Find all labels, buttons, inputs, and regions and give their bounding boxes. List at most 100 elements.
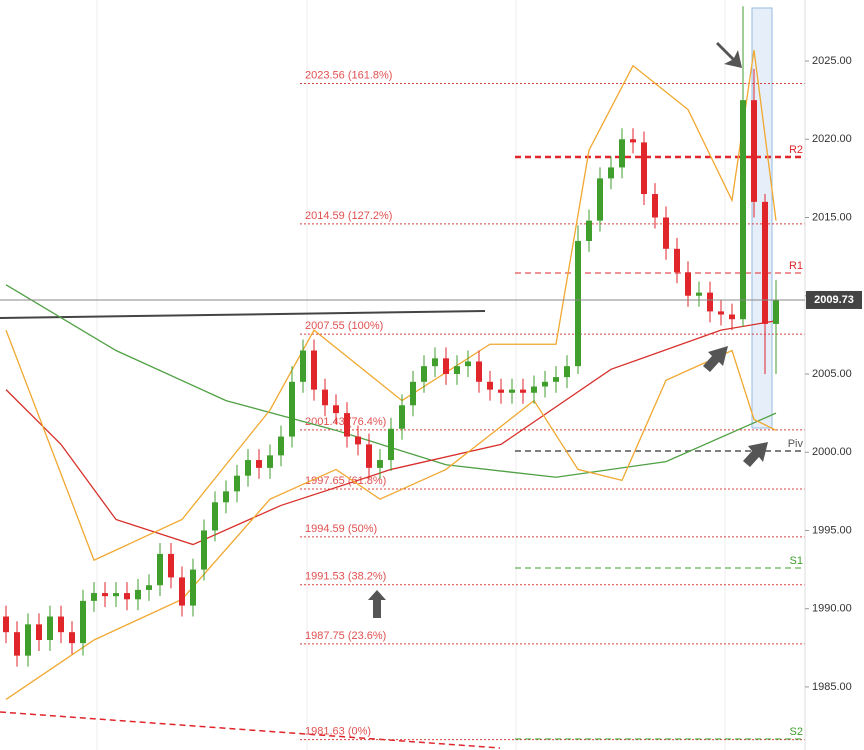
arrows [368,42,768,618]
indicator-line [5,320,777,546]
trend-line [0,711,501,749]
indicator-line [5,49,777,562]
candle-body [146,585,152,590]
candle-body [366,444,372,468]
candle-body [707,292,713,312]
candle-body [509,389,515,393]
candle-body [685,272,691,296]
y-tick-label: 2000.00 [812,446,852,458]
arrow [368,590,386,618]
candle-body [465,361,471,367]
candle-body [3,616,9,633]
candle-body [289,381,295,437]
candle-body [520,389,526,393]
candle-body [212,502,218,531]
fib-label: 1991.53 (38.2%) [305,571,386,583]
y-tick-label: 2020.00 [812,133,852,145]
y-tick-label: 2025.00 [812,55,852,67]
candle-body [14,632,20,656]
candle-body [498,389,504,393]
pivot-label: Piv [788,438,804,450]
candle-body [234,475,240,492]
candle-body [542,381,548,387]
candle-body [718,311,724,315]
candle-body [201,530,207,570]
price-tag-label: 2009.73 [814,294,854,306]
candle-body [619,139,625,168]
candle-body [729,314,735,320]
fib-label: 1981.63 (0%) [305,726,371,738]
candle-body [36,624,42,640]
y-tick-label: 1990.00 [812,603,852,615]
y-tick-label: 2015.00 [812,211,852,223]
candle-body [344,413,350,437]
fib-label: 2023.56 (161.8%) [305,69,392,81]
y-tick-label: 1995.00 [812,524,852,536]
y-tick-label: 2005.00 [812,368,852,380]
candle-body [388,428,394,461]
y-tick-label: 1985.00 [812,681,852,693]
candle-body [432,358,438,367]
candle-body [608,167,614,179]
candle-body [476,361,482,382]
candle-body [69,632,75,644]
candle-body [575,240,581,367]
candle-body [80,600,86,644]
arrow [716,42,742,68]
candle-body [674,248,680,273]
candle-body [47,616,53,640]
arrow [703,346,728,372]
price-tag [806,290,862,309]
fib-label: 1994.59 (50%) [305,523,377,535]
pivot-label: R2 [789,144,803,156]
pivot-label: R1 [789,260,803,272]
candle-body [278,436,284,456]
candle-body [630,139,636,143]
trend-line [0,310,486,319]
candle-body [454,366,460,374]
candle-body [410,381,416,406]
candle-body [652,194,658,218]
candle-body [751,100,757,202]
candle-body [421,366,427,382]
candle-body [190,569,196,606]
fib-label: 2014.59 (127.2%) [305,210,392,222]
candle-body [564,366,570,378]
candle-body [696,292,702,296]
candle-body [399,405,405,429]
candle-body [597,178,603,221]
candle-body [256,460,262,468]
candle-body [553,377,559,382]
candle-body [663,217,669,249]
candle-body [487,381,493,390]
candle-body [157,553,163,586]
candle-body [355,436,361,445]
candle-body [377,460,383,468]
candle-body [179,577,185,606]
candle-body [531,386,537,393]
candle-body [25,624,31,656]
arrow [743,442,768,467]
candle-body [300,350,306,382]
fib-label: 2007.55 (100%) [305,320,383,332]
candle-body [322,389,328,406]
candle-body [223,491,229,503]
candle-body [443,358,449,374]
candle-body [267,455,273,468]
vertical-grid [96,0,726,750]
candle-body [762,201,768,324]
candle-body [168,553,174,578]
pivot-label: S2 [790,726,803,738]
candle-body [311,350,317,390]
candle-body [102,593,108,597]
candle-body [91,593,97,601]
candle-body [135,589,141,600]
candle-body [333,405,339,414]
candle-body [113,593,119,597]
candle-body [124,593,130,600]
candle-body [740,100,746,320]
fib-label: 1987.75 (23.6%) [305,630,386,642]
candle-body [641,142,647,195]
